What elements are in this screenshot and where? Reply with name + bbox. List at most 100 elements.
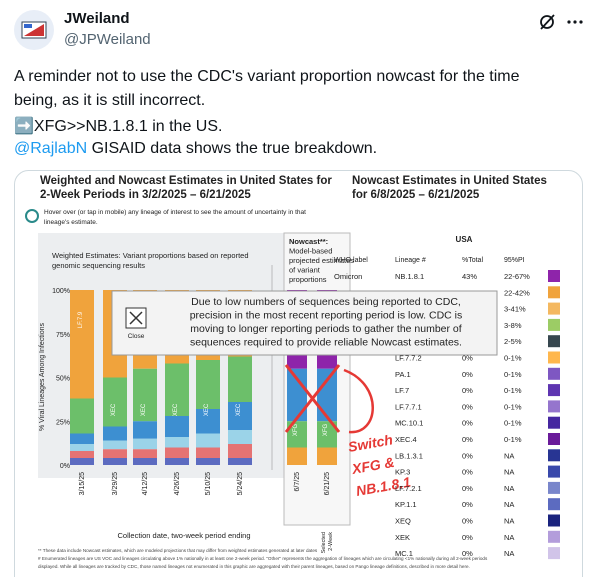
lineage-swatch (548, 367, 560, 380)
lineage-swatch (548, 400, 560, 413)
bar-segment (165, 447, 189, 458)
table-cell: 0% (462, 435, 473, 444)
table-cell: LF.7.7.2 (395, 354, 422, 363)
bar-segment (165, 363, 189, 416)
bar-segment (133, 368, 157, 422)
bar-segment (228, 444, 252, 458)
popup-text: sequences required to provide reliable N… (190, 337, 462, 349)
bar-label: LF.7.9 (78, 311, 84, 328)
nowcast-label: Nowcast**: (289, 237, 328, 246)
table-cell: PA.1 (395, 370, 411, 379)
bar-segment (287, 447, 307, 465)
bar-segment (317, 421, 337, 448)
bar-label: XEC (236, 403, 242, 416)
table-header: %Total (462, 257, 483, 264)
bar-segment (196, 409, 220, 434)
table-cell: 0-1% (504, 435, 522, 444)
y-tick-label: 100% (52, 288, 70, 295)
lineage-swatch (548, 498, 560, 511)
table-header: 95%PI (504, 257, 525, 264)
bar-label: XEC (204, 403, 210, 416)
bar-segment (133, 421, 157, 439)
x-tick-label: 3/29/25 (112, 472, 119, 495)
bar-segment (133, 449, 157, 458)
table-cell: 0% (462, 533, 473, 542)
avatar[interactable] (14, 10, 54, 50)
table-cell: XEQ (395, 517, 411, 526)
table-cell: KP.3 (395, 468, 410, 477)
table-cell: NA (504, 500, 514, 509)
table-cell: NB.1.8.1 (395, 272, 424, 281)
author-handle[interactable]: @JPWeiland (64, 31, 151, 48)
table-cell: 0% (462, 517, 473, 526)
bar-segment (103, 426, 127, 441)
bar-segment (165, 437, 189, 448)
bar-label: XFG (323, 424, 329, 437)
bar-segment (287, 421, 307, 448)
table-cell: 0% (462, 402, 473, 411)
table-cell: Omicron (334, 272, 362, 281)
popup-text: moving to longer reporting periods to ga… (190, 323, 461, 335)
bar-segment (228, 402, 252, 430)
selected-label: 2-Week (328, 532, 334, 551)
bar-segment (70, 451, 94, 458)
tweet-text: GISAID data shows the true breakdown. (87, 140, 378, 157)
tweet-line: A reminder not to use the CDC's variant … (14, 68, 520, 85)
table-cell: 0% (462, 549, 473, 558)
table-cell: 0-1% (504, 419, 522, 428)
author-name[interactable]: JWeiland (64, 10, 130, 27)
table-cell: KP.1.1 (395, 500, 417, 509)
table-cell: 0% (462, 468, 473, 477)
nowcast-label: Model-based (289, 247, 332, 256)
bar-segment (228, 458, 252, 465)
bar-segment (228, 356, 252, 402)
bar-segment (133, 458, 157, 465)
lineage-swatch (548, 514, 560, 527)
y-tick-label: 50% (56, 376, 70, 383)
table-region: USA (456, 235, 473, 244)
header-icons[interactable] (537, 12, 587, 32)
annotation-arrow (343, 368, 374, 434)
x-tick-label: 5/10/25 (205, 472, 212, 495)
bar-segment (70, 433, 94, 444)
lineage-swatch (548, 270, 560, 282)
lineage-swatch (548, 335, 560, 348)
table-title: for 6/8/2025 – 6/21/2025 (352, 189, 480, 201)
close-icon (129, 311, 143, 325)
bar-segment (70, 398, 94, 434)
table-cell: NA (504, 533, 514, 542)
bar-segment (196, 360, 220, 409)
x-tick-label: 5/24/25 (237, 472, 244, 495)
weighted-label: genomic sequencing results (52, 261, 145, 270)
bar-label: XEC (173, 403, 179, 416)
lineage-swatch (548, 530, 560, 543)
x-tick-label: 6/21/25 (324, 472, 331, 495)
table-cell: 2-5% (504, 337, 522, 346)
table-header: Lineage # (395, 257, 426, 264)
table-cell: LF.7 (395, 386, 409, 395)
lineage-swatch (548, 302, 560, 315)
lineage-swatch (548, 449, 560, 462)
table-cell: 0% (462, 500, 473, 509)
bar-segment (287, 368, 307, 422)
lineage-swatch (548, 384, 560, 397)
bar-label: XFG (293, 424, 299, 437)
table-cell: 0% (462, 386, 473, 395)
mention[interactable]: @RajlabN (14, 140, 88, 157)
attached-image[interactable]: Weighted and Nowcast Estimates in United… (14, 170, 583, 577)
tweet-line: @RajlabN GISAID data shows the true brea… (14, 140, 377, 158)
popup (111, 290, 498, 356)
footnote: displayed. While all lineages are tracke… (38, 564, 470, 569)
bar-segment (317, 447, 337, 465)
table-cell: XEK (395, 533, 410, 542)
bar-segment (165, 416, 189, 437)
bar-segment (196, 433, 220, 448)
table-cell: 0% (462, 484, 473, 493)
table-cell: 0-1% (504, 370, 522, 379)
hover-note: lineage's estimate. (44, 219, 98, 226)
footnote: # Enumerated lineages are US VOC and lin… (38, 556, 488, 561)
bar-segment (196, 458, 220, 465)
hover-icon (25, 209, 39, 223)
table-cell: 0% (462, 370, 473, 379)
table-title: Nowcast Estimates in United States (352, 175, 547, 187)
